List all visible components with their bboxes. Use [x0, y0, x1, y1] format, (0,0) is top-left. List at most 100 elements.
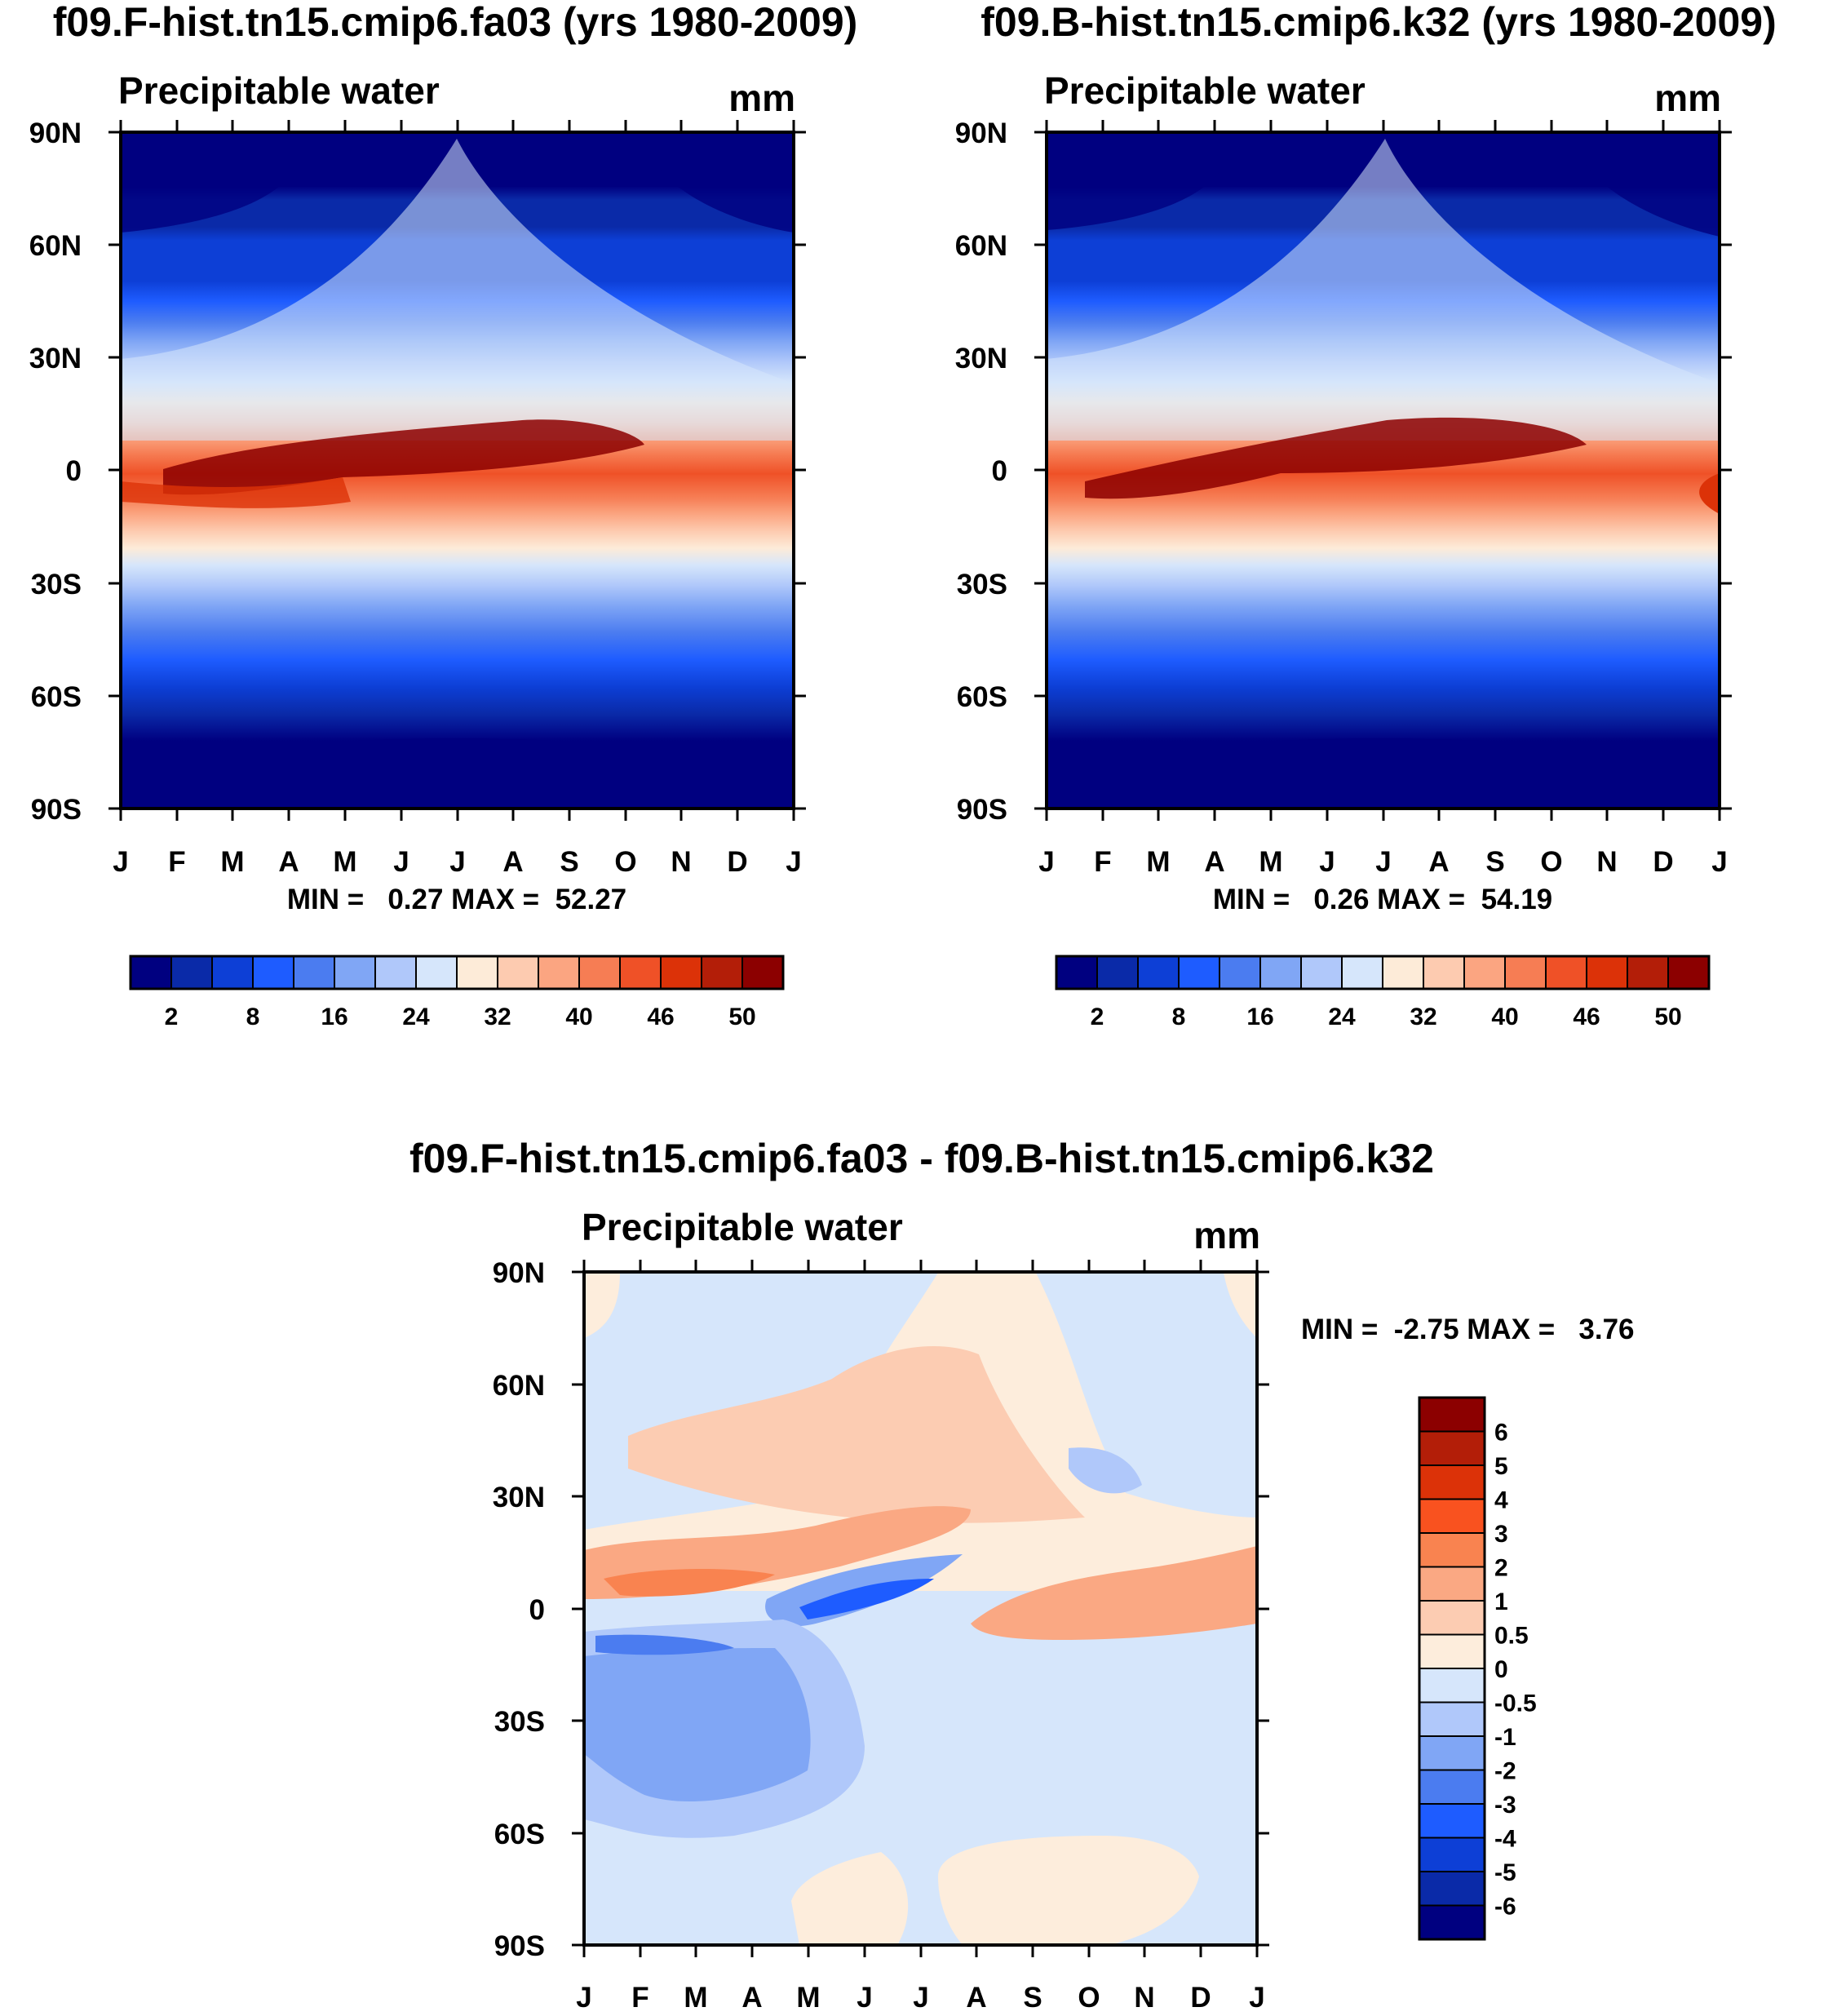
- panel-1-x-tick: J: [393, 846, 409, 878]
- panel-1-y-tick: 60S: [31, 681, 82, 713]
- panel-1-y-tick: 30N: [29, 343, 82, 374]
- panel-3-colorbar-swatch: [1419, 1735, 1485, 1771]
- panel-3-x-tick: M: [796, 1982, 820, 2014]
- panel-3-colorbar-label: 0.5: [1494, 1623, 1529, 1650]
- panel-1-north-cap: [121, 132, 303, 233]
- panel-3-x-tick: S: [1023, 1982, 1042, 2014]
- panel-1-x-tick: O: [614, 846, 636, 878]
- panel-2-x-tick: O: [1540, 846, 1562, 878]
- panel-3-units: mm: [1193, 1214, 1260, 1256]
- panel-3-colorbar-label: 0: [1494, 1656, 1508, 1683]
- panel-2-colorbar-swatch: [1300, 955, 1343, 990]
- panel-3-colorbar-label: -3: [1494, 1792, 1516, 1819]
- panel-2-south-cap: [1047, 738, 1720, 809]
- panel-3-x-axis: J F M A M J J A S O N D J: [576, 1260, 1265, 2014]
- panel-3-colorbar-label: 1: [1494, 1588, 1508, 1615]
- panel-2-y-tick: 90N: [955, 117, 1007, 149]
- panel-3-north-right-cap: [1224, 1272, 1257, 1338]
- panel-2-colorbar-label: 40: [1491, 1004, 1518, 1030]
- panel-3-south-positive: [938, 1836, 1199, 1945]
- panel-2-summer-tongue: [1047, 139, 1720, 441]
- panel-1-x-tick: J: [786, 846, 801, 878]
- panel-1-colorbar-swatch: [415, 955, 458, 990]
- panel-1-y-tick: 90N: [29, 117, 82, 149]
- panel-3-colorbar-swatch: [1419, 1769, 1485, 1805]
- panel-3-colorbar-swatch: [1419, 1566, 1485, 1602]
- panel-2-colorbar-swatch: [1137, 955, 1180, 990]
- panel-1-colorbar-swatch: [293, 955, 335, 990]
- panel-3-colorbar-label: -5: [1494, 1859, 1516, 1886]
- panel-3-north-left-cap: [584, 1272, 620, 1338]
- panel-1-min-max: MIN = 0.27 MAX = 52.27: [287, 884, 626, 915]
- panel-3-x-tick: J: [913, 1982, 928, 2014]
- panel-1-x-tick: J: [113, 846, 128, 878]
- panel-3-colorbar-label: -0.5: [1494, 1690, 1537, 1717]
- panel-3-south-positive-2: [791, 1852, 909, 1945]
- panel-3-colorbar-swatch: [1419, 1701, 1485, 1737]
- panel-1-x-tick: N: [671, 846, 691, 878]
- panel-3-colorbar-swatch: [1419, 1904, 1485, 1940]
- panel-2-colorbar-swatch: [1056, 955, 1098, 990]
- panel-3-colorbar-label: 4: [1494, 1487, 1508, 1514]
- panel-1-colorbar-swatch: [170, 955, 213, 990]
- panel-2-x-tick: A: [1428, 846, 1449, 878]
- panel-3-x-tick: A: [741, 1982, 762, 2014]
- panel-1-y-tick: 30S: [31, 569, 82, 600]
- panel-1-x-tick: F: [168, 846, 185, 878]
- panel-1-x-tick: S: [560, 846, 578, 878]
- panel-2-colorbar-label: 8: [1172, 1004, 1186, 1030]
- panel-1-colorbar-swatch: [252, 955, 294, 990]
- panel-2-x-tick: N: [1596, 846, 1617, 878]
- panel-2-y-tick: 0: [992, 455, 1007, 487]
- panel-3-sh-negative-3: [595, 1634, 734, 1655]
- panel-3-min-max: MIN = -2.75 MAX = 3.76: [1301, 1314, 1635, 1345]
- panel-3-colorbar-swatch: [1419, 1498, 1485, 1534]
- panel-1-x-tick: D: [727, 846, 747, 878]
- panel-1-colorbar-swatch: [701, 955, 743, 990]
- panel-3-colorbar-label: 2: [1494, 1555, 1508, 1582]
- panel-3-colorbar-label: 6: [1494, 1420, 1508, 1447]
- panel-3-y-tick: 30N: [493, 1482, 545, 1513]
- panel-2-colorbar-label: 16: [1246, 1004, 1273, 1030]
- panel-1-colorbar-swatch: [741, 955, 784, 990]
- panel-1-colorbar-swatch: [578, 955, 621, 990]
- panel-3-x-tick: F: [631, 1982, 648, 2014]
- panel-3-y-axis: 90N 60N 30N 0 30S 60S 90S: [493, 1257, 1269, 1962]
- panel-1-colorbar-swatch: [497, 955, 539, 990]
- panel-1-x-tick: A: [278, 846, 299, 878]
- panel-1-colorbar-swatch: [334, 955, 376, 990]
- panel-1-colorbar-swatch: [619, 955, 662, 990]
- panel-1-colorbar-swatch: [538, 955, 580, 990]
- panel-2-x-tick: D: [1653, 846, 1673, 878]
- panel-2-y-tick: 30S: [957, 569, 1007, 600]
- panel-3-colorbar-label: -2: [1494, 1758, 1516, 1785]
- panel-1-colorbar: 2 8 16 24 32 40 46 50: [129, 955, 785, 1030]
- panel-1-colorbar-label: 46: [647, 1004, 674, 1030]
- panel-2-y-axis: 90N 60N 30N 0 30S 60S 90S: [955, 117, 1732, 826]
- panel-2-colorbar: 2 8 16 24 32 40 46 50: [1055, 955, 1711, 1030]
- panel-1-x-axis: J F M A M J J A S O N D J: [113, 120, 802, 878]
- panel-3-x-tick: A: [966, 1982, 986, 2014]
- panel-2-subtitle: Precipitable water: [1044, 69, 1366, 112]
- panel-2-x-tick: M: [1259, 846, 1282, 878]
- panel-1-title: f09.F-hist.tn15.cmip6.fa03 (yrs 1980-200…: [53, 0, 858, 45]
- panel-2-x-tick: F: [1094, 846, 1111, 878]
- panel-3-x-tick: J: [576, 1982, 591, 2014]
- panel-3-colorbar-swatch: [1419, 1837, 1485, 1872]
- panel-2-colorbar-label: 2: [1091, 1004, 1104, 1030]
- panel-3-north-right-patch: [1069, 1447, 1142, 1494]
- panel-1-plot-area: [119, 131, 795, 810]
- panel-3-nh-positive-4: [604, 1569, 775, 1597]
- panel-3-title: f09.F-hist.tn15.cmip6.fa03 - f09.B-hist.…: [409, 1136, 1434, 1181]
- panel-3-sh-negative-2: [584, 1648, 811, 1802]
- panel-2-colorbar-swatch: [1423, 955, 1465, 990]
- panel-3-colorbar: 6 5 4 3 2 1 0.5 0 -0.5 -1 -2 -3 -4 -5 -6: [1418, 1396, 1537, 1941]
- panel-1-colorbar-swatch: [374, 955, 417, 990]
- panel-1-colorbar-label: 32: [484, 1004, 511, 1030]
- panel-1-colorbar-label: 8: [246, 1004, 260, 1030]
- panel-3-x-tick: M: [684, 1982, 707, 2014]
- panel-1-y-tick: 90S: [31, 794, 82, 826]
- panel-3-colorbar-label: -6: [1494, 1894, 1516, 1921]
- panel-2-units: mm: [1654, 77, 1721, 119]
- panel-3-colorbar-label: 3: [1494, 1521, 1508, 1548]
